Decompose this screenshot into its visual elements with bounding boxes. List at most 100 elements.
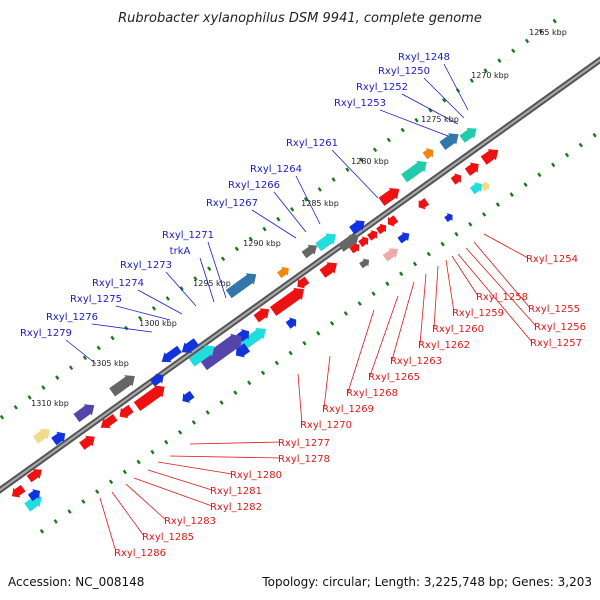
outer-tick-track — [234, 246, 240, 252]
inner-tick-track — [67, 509, 72, 514]
inner-tick-track — [81, 499, 86, 504]
gene-arrow — [188, 345, 215, 367]
outer-tick-track — [552, 18, 557, 24]
outer-tick-track — [68, 365, 74, 371]
kbp-label: 1270 kbp — [471, 71, 509, 80]
forward-leader-line — [379, 109, 449, 137]
gene-arrow — [24, 495, 42, 512]
reverse-leader-line — [297, 373, 303, 425]
forward-gene-label: Rxyl_1253 — [334, 98, 386, 109]
gene-arrow — [464, 162, 479, 176]
gene-arrow — [51, 431, 66, 446]
outer-tick-track — [290, 206, 295, 212]
forward-gene-label: Rxyl_1276 — [46, 312, 98, 323]
inner-tick-track — [509, 192, 514, 197]
reverse-leader-line — [157, 461, 233, 475]
reverse-leader-line — [451, 255, 479, 297]
reverse-leader-line — [189, 441, 281, 445]
gene-arrow — [382, 248, 399, 262]
inner-tick-track — [316, 330, 321, 336]
outer-tick-track — [138, 315, 143, 321]
gene-arrow — [349, 242, 360, 254]
gene-tracks — [0, 18, 600, 534]
inner-tick-track — [288, 350, 293, 356]
gene-arrow — [133, 385, 165, 411]
gene-arrow — [367, 230, 378, 241]
outer-tick-track — [303, 197, 309, 202]
outer-tick-track — [511, 48, 516, 54]
reverse-gene-label: Rxyl_1277 — [278, 438, 330, 449]
gene-arrow — [387, 215, 399, 227]
gene-arrow — [32, 428, 51, 444]
outer-tick-track — [27, 395, 32, 400]
kbp-label: 1290 kbp — [243, 239, 281, 248]
outer-tick-track — [0, 414, 5, 420]
gene-arrow — [73, 404, 95, 423]
forward-leader-line — [251, 209, 297, 239]
gene-arrow — [397, 232, 410, 244]
reverse-leader-line — [465, 247, 537, 327]
forward-leader-line — [115, 305, 171, 321]
outer-tick-track — [13, 404, 18, 410]
outer-tick-track — [124, 325, 129, 331]
gene-arrow — [235, 343, 251, 358]
outer-tick-track — [524, 38, 530, 44]
forward-leader-line — [295, 175, 321, 225]
inner-tick-track — [164, 439, 169, 445]
gene-arrow — [359, 258, 370, 269]
reverse-leader-line — [347, 309, 375, 393]
forward-gene-label: Rxyl_1264 — [250, 164, 302, 175]
inner-tick-track — [357, 301, 362, 306]
inner-tick-track — [551, 162, 556, 168]
outer-tick-track — [400, 127, 405, 133]
inner-tick-track — [247, 380, 252, 386]
reverse-leader-line — [147, 469, 213, 491]
forward-gene-label: Rxyl_1267 — [206, 198, 258, 209]
outer-tick-track — [442, 98, 447, 103]
forward-gene-label: Rxyl_1279 — [20, 328, 72, 339]
gene-arrow — [26, 469, 42, 483]
reverse-gene-label: Rxyl_1262 — [418, 340, 470, 351]
forward-leader-line — [423, 77, 465, 119]
inner-tick-track — [39, 528, 45, 534]
forward-gene-label: Rxyl_1273 — [120, 260, 172, 271]
gene-arrow — [297, 276, 310, 289]
forward-leader-line — [165, 271, 197, 307]
reverse-leader-line — [323, 355, 331, 409]
inner-tick-track — [440, 241, 445, 247]
gene-arrow — [11, 484, 26, 498]
inner-tick-track — [136, 459, 141, 465]
kbp-label: 1275 kbp — [421, 115, 459, 124]
outer-tick-track — [359, 157, 364, 163]
reverse-leader-line — [445, 259, 455, 313]
reverse-leader-line — [369, 295, 399, 377]
gene-arrow — [27, 489, 40, 502]
gene-arrow — [450, 173, 462, 185]
inner-tick-track — [219, 400, 224, 405]
reverse-leader-line — [111, 491, 145, 537]
outer-tick-track — [428, 107, 433, 113]
gene-arrow — [301, 244, 317, 259]
gene-arrow — [378, 188, 400, 206]
forward-gene-label: Rxyl_1261 — [286, 138, 338, 149]
outer-tick-track — [538, 28, 544, 34]
reverse-gene-label: Rxyl_1254 — [526, 254, 578, 265]
inner-tick-track — [412, 261, 418, 267]
gene-arrow — [480, 181, 490, 192]
reverse-leader-line — [433, 265, 439, 329]
reverse-leader-line — [419, 273, 427, 345]
gene-arrow — [181, 338, 200, 353]
outer-tick-track — [386, 137, 392, 143]
forward-leader-line — [401, 93, 459, 125]
forward-gene-label: Rxyl_1266 — [228, 180, 280, 191]
reverse-leader-line — [457, 253, 533, 343]
gene-arrow — [119, 404, 134, 419]
outer-tick-track — [110, 335, 115, 341]
forward-leader-line — [199, 257, 215, 303]
gene-arrow — [198, 333, 242, 371]
outer-tick-track — [96, 345, 101, 351]
inner-tick-track — [329, 321, 335, 326]
forward-leader-line — [65, 339, 97, 365]
inner-tick-track — [343, 311, 349, 316]
gene-arrow — [315, 233, 336, 252]
